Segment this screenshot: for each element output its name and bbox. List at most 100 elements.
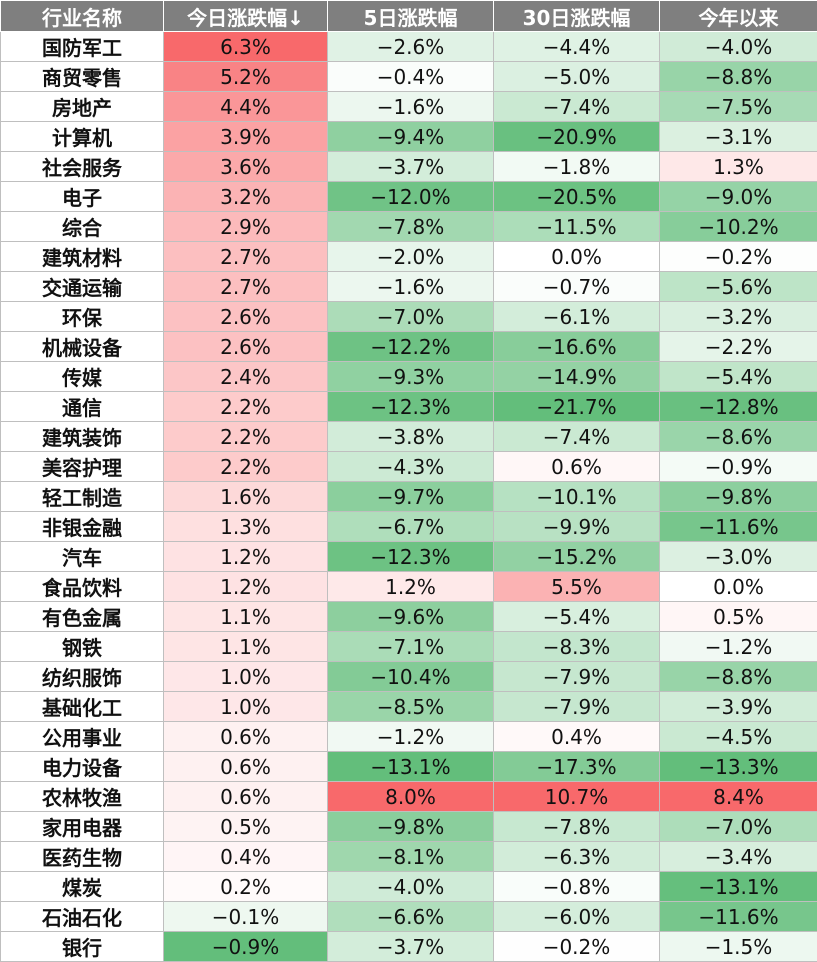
today-change-cell: 0.5% — [164, 812, 328, 842]
5day-change-cell: −1.6% — [328, 92, 494, 122]
5day-change-cell: −0.4% — [328, 62, 494, 92]
30day-change-cell: 10.7% — [494, 782, 660, 812]
today-change-cell: 3.6% — [164, 152, 328, 182]
today-change-cell: 2.2% — [164, 422, 328, 452]
ytd-change-cell: 0.5% — [660, 602, 817, 632]
ytd-change-cell: −12.8% — [660, 392, 817, 422]
industry-name-cell: 环保 — [1, 302, 164, 332]
ytd-change-cell: −7.5% — [660, 92, 817, 122]
30day-change-cell: 5.5% — [494, 572, 660, 602]
5day-change-cell: −1.6% — [328, 272, 494, 302]
5day-change-cell: 8.0% — [328, 782, 494, 812]
industry-name-cell: 社会服务 — [1, 152, 164, 182]
30day-change-cell: −20.9% — [494, 122, 660, 152]
ytd-change-cell: −4.5% — [660, 722, 817, 752]
industry-name-cell: 计算机 — [1, 122, 164, 152]
today-change-cell: 2.2% — [164, 452, 328, 482]
5day-change-cell: −12.3% — [328, 392, 494, 422]
industry-name-cell: 传媒 — [1, 362, 164, 392]
industry-name-cell: 食品饮料 — [1, 572, 164, 602]
industry-name-cell: 房地产 — [1, 92, 164, 122]
industry-name-cell: 钢铁 — [1, 632, 164, 662]
5day-change-cell: −12.3% — [328, 542, 494, 572]
5day-change-cell: −4.0% — [328, 872, 494, 902]
industry-name-cell: 电力设备 — [1, 752, 164, 782]
30day-change-cell: −7.4% — [494, 92, 660, 122]
industry-name-cell: 建筑材料 — [1, 242, 164, 272]
column-header-30day-change[interactable]: 30日涨跌幅 — [494, 1, 660, 32]
industry-name-cell: 综合 — [1, 212, 164, 242]
30day-change-cell: −0.2% — [494, 932, 660, 962]
today-change-cell: 5.2% — [164, 62, 328, 92]
industry-name-cell: 机械设备 — [1, 332, 164, 362]
30day-change-cell: −21.7% — [494, 392, 660, 422]
5day-change-cell: −4.3% — [328, 452, 494, 482]
column-header-today-change[interactable]: 今日涨跌幅↓ — [164, 1, 328, 32]
ytd-change-cell: 8.4% — [660, 782, 817, 812]
industry-name-cell: 建筑装饰 — [1, 422, 164, 452]
30day-change-cell: −4.4% — [494, 32, 660, 62]
5day-change-cell: −2.0% — [328, 242, 494, 272]
ytd-change-cell: −3.0% — [660, 542, 817, 572]
industry-name-cell: 美容护理 — [1, 452, 164, 482]
ytd-change-cell: −8.8% — [660, 62, 817, 92]
ytd-change-cell: −7.0% — [660, 812, 817, 842]
5day-change-cell: −9.6% — [328, 602, 494, 632]
today-change-cell: 1.2% — [164, 542, 328, 572]
today-change-cell: 1.3% — [164, 512, 328, 542]
30day-change-cell: −1.8% — [494, 152, 660, 182]
ytd-change-cell: −3.4% — [660, 842, 817, 872]
5day-change-cell: 1.2% — [328, 572, 494, 602]
industry-name-cell: 非银金融 — [1, 512, 164, 542]
30day-change-cell: −7.8% — [494, 812, 660, 842]
industry-name-cell: 石油石化 — [1, 902, 164, 932]
today-change-cell: 0.6% — [164, 782, 328, 812]
today-change-cell: 1.1% — [164, 632, 328, 662]
industry-name-cell: 通信 — [1, 392, 164, 422]
5day-change-cell: −6.6% — [328, 902, 494, 932]
5day-change-cell: −9.7% — [328, 482, 494, 512]
ytd-change-cell: −11.6% — [660, 902, 817, 932]
5day-change-cell: −3.7% — [328, 932, 494, 962]
today-change-cell: 2.6% — [164, 302, 328, 332]
ytd-change-cell: −5.6% — [660, 272, 817, 302]
5day-change-cell: −8.1% — [328, 842, 494, 872]
5day-change-cell: −9.8% — [328, 812, 494, 842]
today-change-cell: 1.0% — [164, 662, 328, 692]
industry-name-cell: 家用电器 — [1, 812, 164, 842]
30day-change-cell: −6.0% — [494, 902, 660, 932]
5day-change-cell: −7.1% — [328, 632, 494, 662]
today-change-cell: 2.7% — [164, 272, 328, 302]
today-change-cell: 3.9% — [164, 122, 328, 152]
column-header-5day-change[interactable]: 5日涨跌幅 — [328, 1, 494, 32]
5day-change-cell: −2.6% — [328, 32, 494, 62]
column-header-ytd-change[interactable]: 今年以来 — [660, 1, 817, 32]
5day-change-cell: −7.0% — [328, 302, 494, 332]
30day-change-cell: −11.5% — [494, 212, 660, 242]
industry-name-cell: 交通运输 — [1, 272, 164, 302]
column-header-industry[interactable]: 行业名称 — [1, 1, 164, 32]
5day-change-cell: −3.7% — [328, 152, 494, 182]
ytd-change-cell: −3.1% — [660, 122, 817, 152]
industry-name-cell: 煤炭 — [1, 872, 164, 902]
industry-name-cell: 汽车 — [1, 542, 164, 572]
5day-change-cell: −12.2% — [328, 332, 494, 362]
ytd-change-cell: −8.8% — [660, 662, 817, 692]
ytd-change-cell: −2.2% — [660, 332, 817, 362]
today-change-cell: −0.9% — [164, 932, 328, 962]
today-change-cell: 2.2% — [164, 392, 328, 422]
5day-change-cell: −13.1% — [328, 752, 494, 782]
